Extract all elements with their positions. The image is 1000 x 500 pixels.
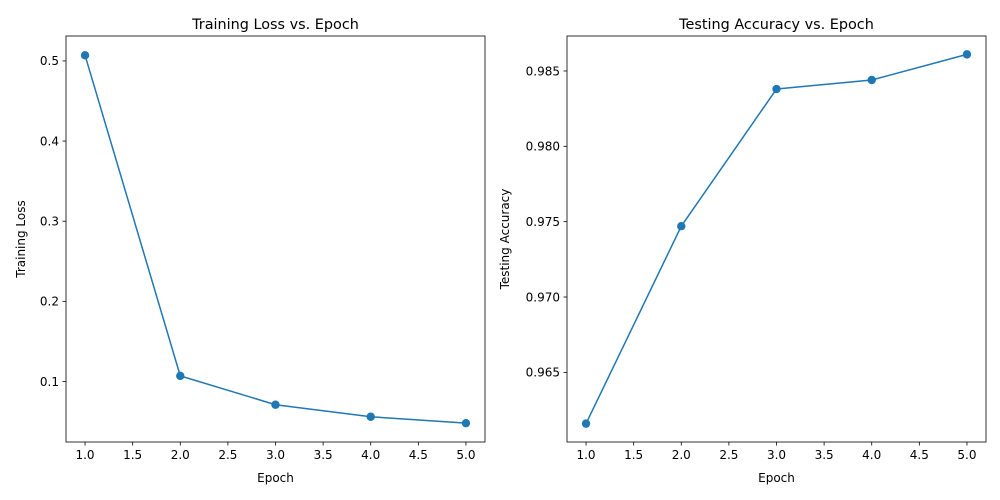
y-tick-label: 0.2 xyxy=(40,295,59,309)
testing-accuracy-chart: Testing Accuracy vs. Epoch Epoch Testing… xyxy=(498,17,987,485)
axis-ticks: 1.0 1.5 2.0 2.5 3.0 3.5 4.0 4.5 5.0 0.965 0.970 0.9… xyxy=(526,64,977,462)
y-tick-label: 0.980 xyxy=(526,140,560,154)
x-tick-label: 3.5 xyxy=(314,448,333,462)
x-tick-label: 4.0 xyxy=(361,448,380,462)
y-tick-label: 0.4 xyxy=(40,134,59,148)
data-point xyxy=(962,50,972,59)
x-tick-label: 5.0 xyxy=(456,448,475,462)
x-tick-label: 1.0 xyxy=(75,448,94,462)
data-marks xyxy=(80,51,471,428)
x-tick-label: 2.5 xyxy=(719,448,738,462)
x-tick-label: 1.0 xyxy=(576,448,595,462)
data-point xyxy=(366,412,375,421)
x-tick-label: 4.0 xyxy=(862,448,881,462)
chart-title: Training Loss vs. Epoch xyxy=(191,17,359,33)
x-tick-label: 4.5 xyxy=(910,448,929,462)
x-tick-label: 2.0 xyxy=(171,448,190,462)
chart-title: Testing Accuracy vs. Epoch xyxy=(678,17,874,33)
y-axis-label: Testing Accuracy xyxy=(498,189,512,291)
plot-area xyxy=(66,36,485,442)
axis-ticks: 1.0 1.5 2.0 2.5 3.0 3.5 4.0 4.5 5.0 0.1 0.2 0.3 0.4 0… xyxy=(40,54,476,462)
x-tick-label: 1.5 xyxy=(123,448,142,462)
y-tick-label: 0.5 xyxy=(40,54,59,68)
training-loss-chart: Training Loss vs. Epoch Epoch Training L… xyxy=(14,17,486,485)
x-tick-label: 3.0 xyxy=(767,448,786,462)
data-point xyxy=(581,419,591,428)
data-point xyxy=(176,371,185,381)
y-tick-label: 0.3 xyxy=(40,215,59,229)
x-tick-label: 2.0 xyxy=(672,448,691,462)
x-tick-label: 1.5 xyxy=(624,448,643,462)
data-point xyxy=(461,418,471,428)
x-tick-label: 5.0 xyxy=(957,448,976,462)
y-axis-label: Training Loss xyxy=(14,200,28,278)
y-tick-label: 0.1 xyxy=(40,375,59,389)
y-tick-label: 0.975 xyxy=(526,215,560,229)
plot-frame xyxy=(566,35,987,443)
plot-area xyxy=(567,36,986,442)
y-tick-label: 0.985 xyxy=(526,64,560,78)
data-point xyxy=(80,51,90,60)
x-tick-label: 3.0 xyxy=(266,448,285,462)
x-tick-label: 2.5 xyxy=(218,448,237,462)
x-axis-label: Epoch xyxy=(257,471,294,485)
y-tick-label: 0.965 xyxy=(526,366,560,380)
x-tick-label: 3.5 xyxy=(815,448,834,462)
plot-frame xyxy=(65,35,486,443)
x-tick-label: 4.5 xyxy=(409,448,428,462)
data-point xyxy=(677,221,686,231)
data-point xyxy=(271,400,280,409)
data-point xyxy=(772,84,781,94)
x-axis-label: Epoch xyxy=(758,471,795,485)
data-point xyxy=(867,75,876,85)
data-marks xyxy=(581,50,972,428)
y-tick-label: 0.970 xyxy=(526,290,560,304)
